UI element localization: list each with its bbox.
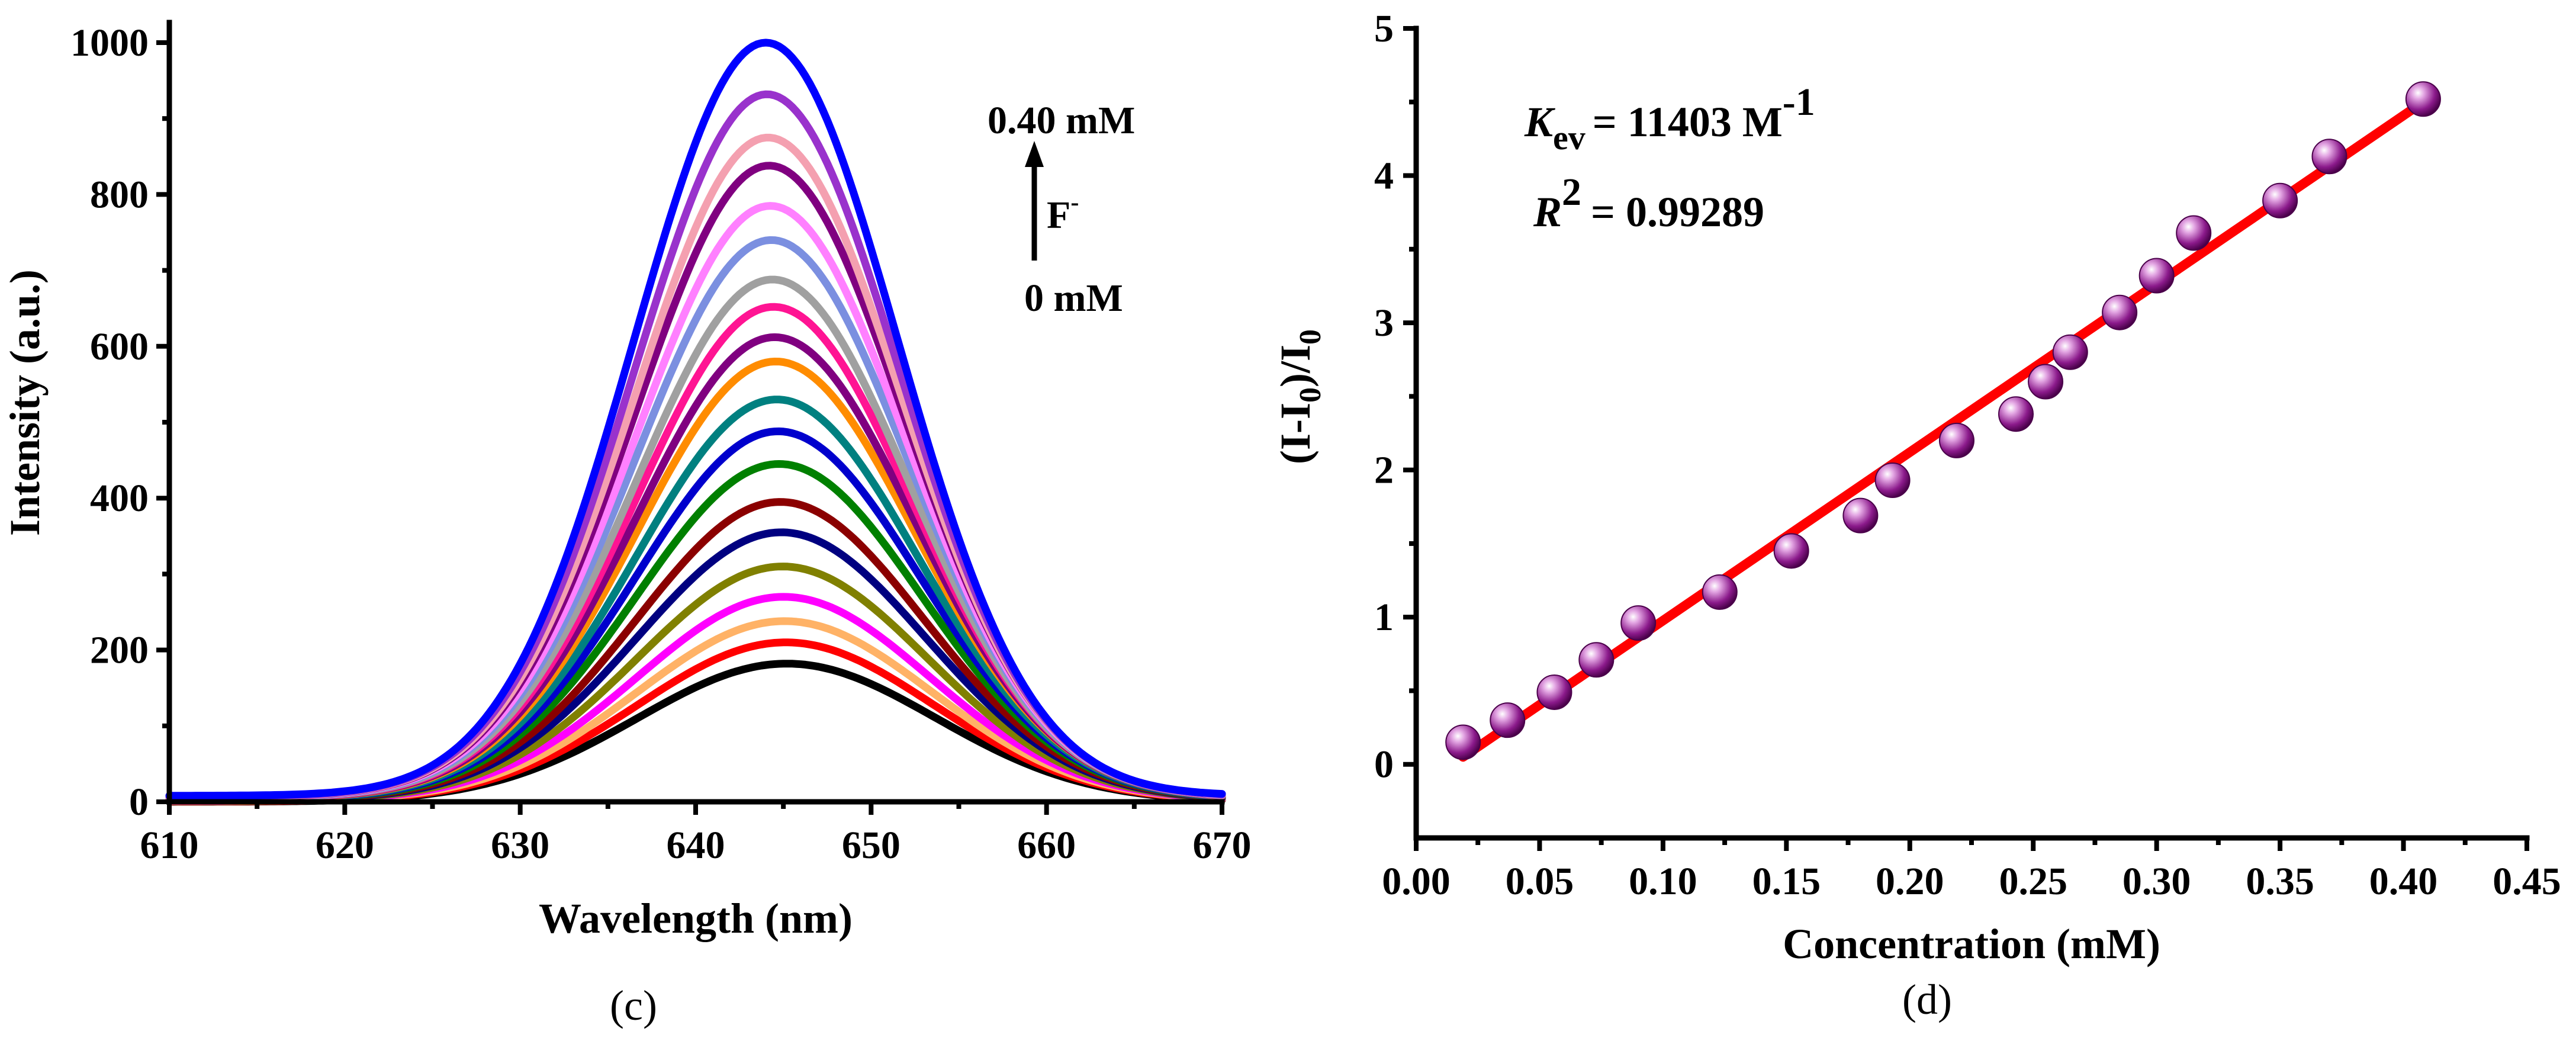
panel-c-caption: (c) xyxy=(610,982,657,1029)
panel-c-curves xyxy=(165,38,1226,806)
panel-d-ticks: 0.00 0.05 0.10 0.15 0.20 0.25 0.30 0.35 0.40 0.45… xyxy=(1374,7,2561,903)
panel-d-y-tick-label: 5 xyxy=(1374,7,1394,50)
panel-c-ticks: 610 620 630 640 650 660 670 0 200 400 600 800 1000 xyxy=(70,21,1252,867)
panel-d-x-tick-label: 0.45 xyxy=(2493,860,2561,903)
panel-c-arrow-head xyxy=(1025,141,1044,167)
panel-d-linear-fit: 0.00 0.05 0.10 0.15 0.20 0.25 0.30 0.35 0.40 0.45… xyxy=(1272,7,2561,1023)
panel-d-x-tick-label: 0.15 xyxy=(1752,860,1821,903)
panel-c-y-tick-label: 600 xyxy=(90,325,149,368)
panel-c-analyte-label: F- xyxy=(1047,189,1079,237)
panel-c-spectrum-2 xyxy=(165,638,1226,805)
panel-d-data-point xyxy=(2028,364,2064,400)
panel-c-y-tick-label: 1000 xyxy=(70,21,149,65)
panel-d-y-tick-label: 2 xyxy=(1374,449,1394,492)
panel-d-data-point xyxy=(2102,294,2138,330)
panel-d-x-tick-label: 0.00 xyxy=(1382,860,1451,903)
panel-d-points xyxy=(1445,81,2441,760)
panel-c-spectrum-20 xyxy=(165,38,1226,800)
panel-d-data-point xyxy=(2138,258,2175,294)
panel-d-r2-annotation: R2 = 0.99289 xyxy=(1533,171,1764,236)
panel-d-data-point xyxy=(1874,462,1911,499)
panel-d-data-point xyxy=(1620,605,1657,641)
panel-d-x-tick-label: 0.10 xyxy=(1629,860,1697,903)
panel-c-spectrum-14 xyxy=(165,275,1226,802)
panel-d-data-point xyxy=(1490,702,1526,738)
panel-d-kev-annotation: Kev = 11403 M-1 xyxy=(1524,81,1815,157)
panel-c-spectrum-12 xyxy=(165,333,1226,802)
panel-d-data-point xyxy=(1842,497,1879,534)
panel-c-x-label: Wavelength (nm) xyxy=(539,895,853,942)
panel-d-y-tick-label: 4 xyxy=(1374,155,1394,198)
panel-d-x-tick-label: 0.30 xyxy=(2122,860,2191,903)
panel-d-data-point xyxy=(2176,215,2212,251)
panel-c-x-tick-label: 610 xyxy=(140,824,199,867)
panel-d-data-point xyxy=(2405,81,2441,117)
panel-d-x-tick-label: 0.25 xyxy=(1999,860,2067,903)
panel-c-x-tick-label: 660 xyxy=(1017,824,1076,867)
panel-c-x-tick-label: 620 xyxy=(316,824,374,867)
panel-d-x-tick-label: 0.05 xyxy=(1506,860,1574,903)
panel-d-data-point xyxy=(2311,139,2347,175)
panel-d-y-tick-label: 1 xyxy=(1374,596,1394,639)
panel-d-data-point xyxy=(1702,574,1738,610)
panel-d-data-point xyxy=(2262,182,2298,219)
panel-d-data-point xyxy=(2052,334,2088,370)
panel-c-spectrum-17 xyxy=(165,162,1226,801)
panel-c-top-conc-label: 0.40 mM xyxy=(988,99,1135,142)
panel-d-caption: (d) xyxy=(1902,976,1952,1023)
panel-d-data-point xyxy=(1445,724,1481,760)
panel-c-x-tick-label: 630 xyxy=(491,824,549,867)
panel-d-y-tick-label: 0 xyxy=(1374,743,1394,786)
panel-d-y-label: (I-I0)/I0 xyxy=(1272,329,1327,464)
panel-c-y-tick-label: 200 xyxy=(90,629,149,672)
panel-c-spectrum-4 xyxy=(165,593,1226,805)
panel-d-data-point xyxy=(1536,674,1572,710)
svg-text:(I-I0)/I0: (I-I0)/I0 xyxy=(1272,329,1327,464)
panel-c-y-label: Intensity (a.u.) xyxy=(1,269,49,536)
panel-c-bottom-conc-label: 0 mM xyxy=(1024,277,1123,320)
panel-c-spectrum-3 xyxy=(165,617,1226,805)
panel-d-x-tick-label: 0.35 xyxy=(2246,860,2314,903)
panel-c-y-tick-label: 800 xyxy=(90,173,149,216)
panel-d-data-point xyxy=(1773,533,1809,569)
panel-d-x-tick-label: 0.20 xyxy=(1876,860,1944,903)
panel-c-y-tick-label: 400 xyxy=(90,477,149,520)
panel-c-x-tick-label: 640 xyxy=(667,824,725,867)
panel-c-x-tick-label: 650 xyxy=(842,824,901,867)
panel-d-data-point xyxy=(1998,396,2034,432)
panel-d-x-label: Concentration (mM) xyxy=(1783,920,2160,968)
panel-c-y-tick-label: 0 xyxy=(129,780,149,824)
panel-d-y-tick-label: 3 xyxy=(1374,301,1394,345)
panel-c-x-tick-label: 670 xyxy=(1193,824,1252,867)
panel-c-spectra: 610 620 630 640 650 660 670 0 200 400 600 800 1000 W… xyxy=(1,20,1252,1029)
panel-d-data-point xyxy=(1938,422,1974,458)
panel-d-x-tick-label: 0.40 xyxy=(2369,860,2438,903)
panel-d-data-point xyxy=(1578,642,1615,678)
